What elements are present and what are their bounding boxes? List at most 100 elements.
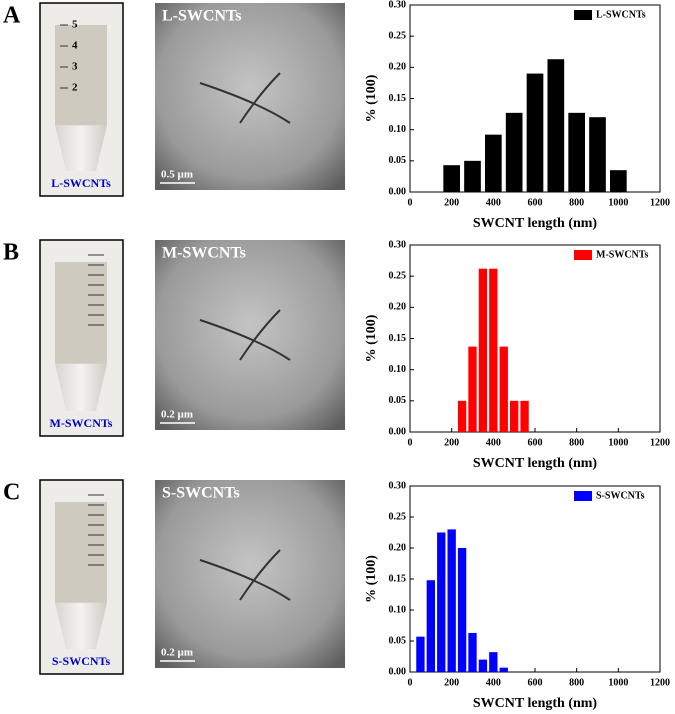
nanotube [199,549,291,601]
bar [489,652,498,672]
tube-label: L-SWCNTs [51,176,111,190]
y-tick-label: 0.00 [389,666,407,677]
x-tick-label: 600 [528,437,543,448]
bar [520,400,529,432]
y-tick-label: 0.15 [389,93,407,104]
x-tick-label: 0 [408,437,413,448]
y-tick-label: 0.25 [389,511,407,522]
y-tick-label: 0.05 [389,395,407,406]
y-axis-label: % (100) [364,555,379,603]
tem-label: M-SWCNTs [162,245,246,262]
bar [526,73,544,192]
bar [416,636,425,672]
y-tick-label: 0.30 [389,239,407,250]
y-tick-label: 0.05 [389,155,407,166]
y-tick-label: 0.05 [389,635,407,646]
tube-cone [55,602,107,649]
y-tick-label: 0.20 [389,302,407,313]
tem-image [155,240,345,430]
bar [568,112,585,192]
x-tick-label: 1200 [650,437,670,448]
bar [489,268,498,432]
tem-image [155,3,345,190]
y-tick-label: 0.10 [389,604,407,615]
x-axis-label: SWCNT length (nm) [473,696,598,711]
legend-label: S-SWCNTs [596,490,645,501]
x-tick-label: 1000 [608,437,628,448]
x-tick-label: 0 [408,197,413,208]
bar [478,659,488,672]
y-tick-label: 0.30 [389,0,407,10]
tube-liquid [55,25,107,126]
tube-mark: 2 [72,82,78,94]
y-tick-label: 0.30 [389,480,407,491]
x-axis-label: SWCNT length (nm) [473,456,598,471]
y-axis-label: % (100) [364,314,379,362]
tube-cone [55,125,107,171]
bar [499,346,508,432]
panel-letter: A [3,3,21,29]
bar [437,532,446,672]
bar [468,346,477,432]
bar [447,529,456,672]
panel-letter: B [3,240,19,266]
y-tick-label: 0.20 [389,62,407,73]
scale-bar-label: 0.2 µm [161,409,193,421]
tube-mark: 4 [72,40,78,52]
y-tick-label: 0.25 [389,270,407,281]
y-tick-label: 0.15 [389,333,407,344]
x-tick-label: 1200 [650,197,670,208]
x-tick-label: 800 [569,197,584,208]
x-tick-label: 1200 [650,677,670,688]
tube-mark: 3 [72,61,78,73]
bar [510,400,519,432]
x-tick-label: 800 [569,437,584,448]
bar [468,632,477,672]
y-tick-label: 0.10 [389,364,407,375]
legend-label: M-SWCNTs [596,249,649,260]
x-tick-label: 0 [408,677,413,688]
y-tick-label: 0.00 [389,186,407,197]
bar [426,580,435,672]
x-tick-label: 1000 [608,677,628,688]
tube-label: S-SWCNTs [52,654,111,668]
tube-liquid [55,502,107,603]
legend-swatch [574,10,592,20]
y-tick-label: 0.20 [389,542,407,553]
legend-swatch [574,491,592,501]
bar [478,268,488,432]
y-axis-label: % (100) [364,74,379,122]
x-tick-label: 1000 [608,197,628,208]
y-tick-label: 0.00 [389,426,407,437]
bar [499,667,508,672]
y-tick-label: 0.15 [389,573,407,584]
x-tick-label: 200 [444,197,459,208]
bar [485,134,502,192]
tem-image [155,480,345,668]
bar [547,59,565,193]
bar [505,112,523,192]
y-tick-label: 0.10 [389,124,407,135]
x-tick-label: 600 [528,677,543,688]
x-tick-label: 200 [444,437,459,448]
x-tick-label: 600 [528,197,543,208]
scale-bar-label: 0.2 µm [161,647,193,659]
plot-frame [409,244,661,433]
x-tick-label: 400 [486,677,501,688]
legend-label: L-SWCNTs [596,9,646,20]
nanotube [199,309,291,361]
tube-liquid [55,262,107,364]
bar [457,400,467,432]
nanotube [199,72,291,124]
x-tick-label: 800 [569,677,584,688]
x-axis-label: SWCNT length (nm) [473,216,598,231]
x-tick-label: 200 [444,677,459,688]
bar [589,117,606,192]
bar [464,160,481,192]
bar [443,165,460,192]
bar [610,170,627,192]
scale-bar-label: 0.5 µm [161,169,193,181]
tem-label: L-SWCNTs [162,8,241,25]
bar [457,548,467,672]
